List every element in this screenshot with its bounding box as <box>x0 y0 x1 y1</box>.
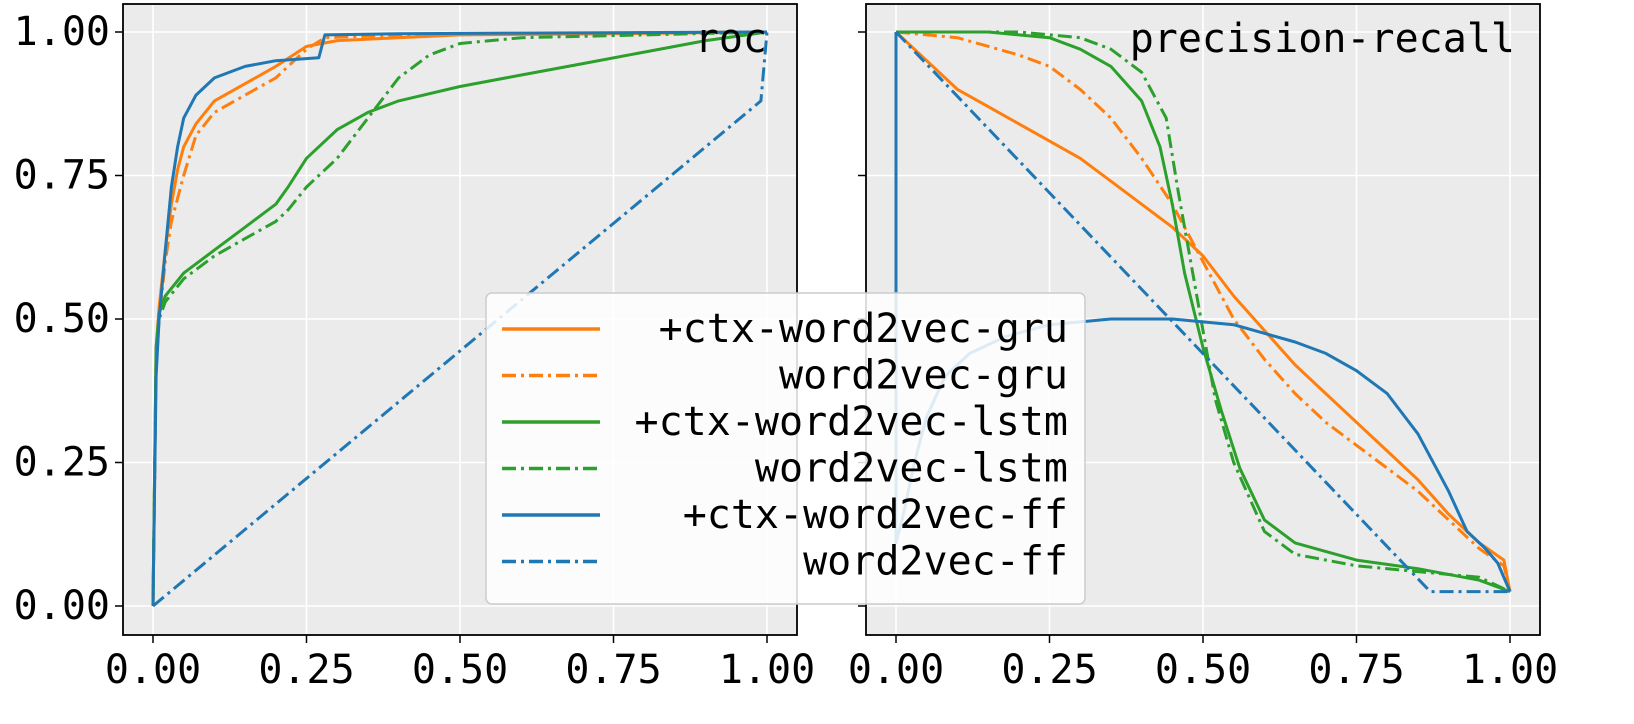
panel-title: precision-recall <box>1130 16 1515 62</box>
x-tick-label: 0.00 <box>105 647 201 693</box>
legend: +ctx-word2vec-gruword2vec-gru+ctx-word2v… <box>485 292 1086 605</box>
y-tick-label: 0.00 <box>14 583 110 629</box>
series-line-word2vec-lstm <box>896 30 1511 593</box>
series-line-ctx-word2vec-ff <box>151 30 768 607</box>
x-tick-label: 0.25 <box>258 647 354 693</box>
series-line-ctx-word2vec-gru <box>894 30 1512 592</box>
series-line-word2vec-lstm <box>151 30 768 607</box>
legend-label: +ctx-word2vec-ff <box>683 492 1068 538</box>
series-line-ctx-word2vec-lstm <box>151 30 768 607</box>
y-tick-label: 0.50 <box>14 296 110 342</box>
x-tick-label: 1.00 <box>719 647 815 693</box>
x-tick-label: 0.75 <box>565 647 661 693</box>
y-tick-label: 1.00 <box>14 9 110 55</box>
legend-box <box>485 292 1086 605</box>
y-tick-label: 0.25 <box>14 440 110 486</box>
legend-label: word2vec-lstm <box>755 446 1068 492</box>
x-tick-label: 0.50 <box>1155 647 1251 693</box>
legend-label: +ctx-word2vec-lstm <box>635 399 1068 445</box>
x-tick-label: 0.50 <box>412 647 508 693</box>
x-tick-label: 0.00 <box>848 647 944 693</box>
legend-label: +ctx-word2vec-gru <box>659 306 1068 352</box>
series-line-word2vec-gru <box>895 30 1512 592</box>
x-tick-label: 1.00 <box>1462 647 1558 693</box>
x-tick-label: 0.25 <box>1001 647 1097 693</box>
panel-title: roc <box>695 16 767 62</box>
legend-label: word2vec-ff <box>803 539 1068 585</box>
legend-label: word2vec-gru <box>779 353 1068 399</box>
series-line-word2vec-ff <box>152 31 769 608</box>
series-line-ctx-word2vec-lstm <box>896 30 1511 594</box>
x-tick-label: 0.75 <box>1308 647 1404 693</box>
y-tick-label: 0.75 <box>14 153 110 199</box>
